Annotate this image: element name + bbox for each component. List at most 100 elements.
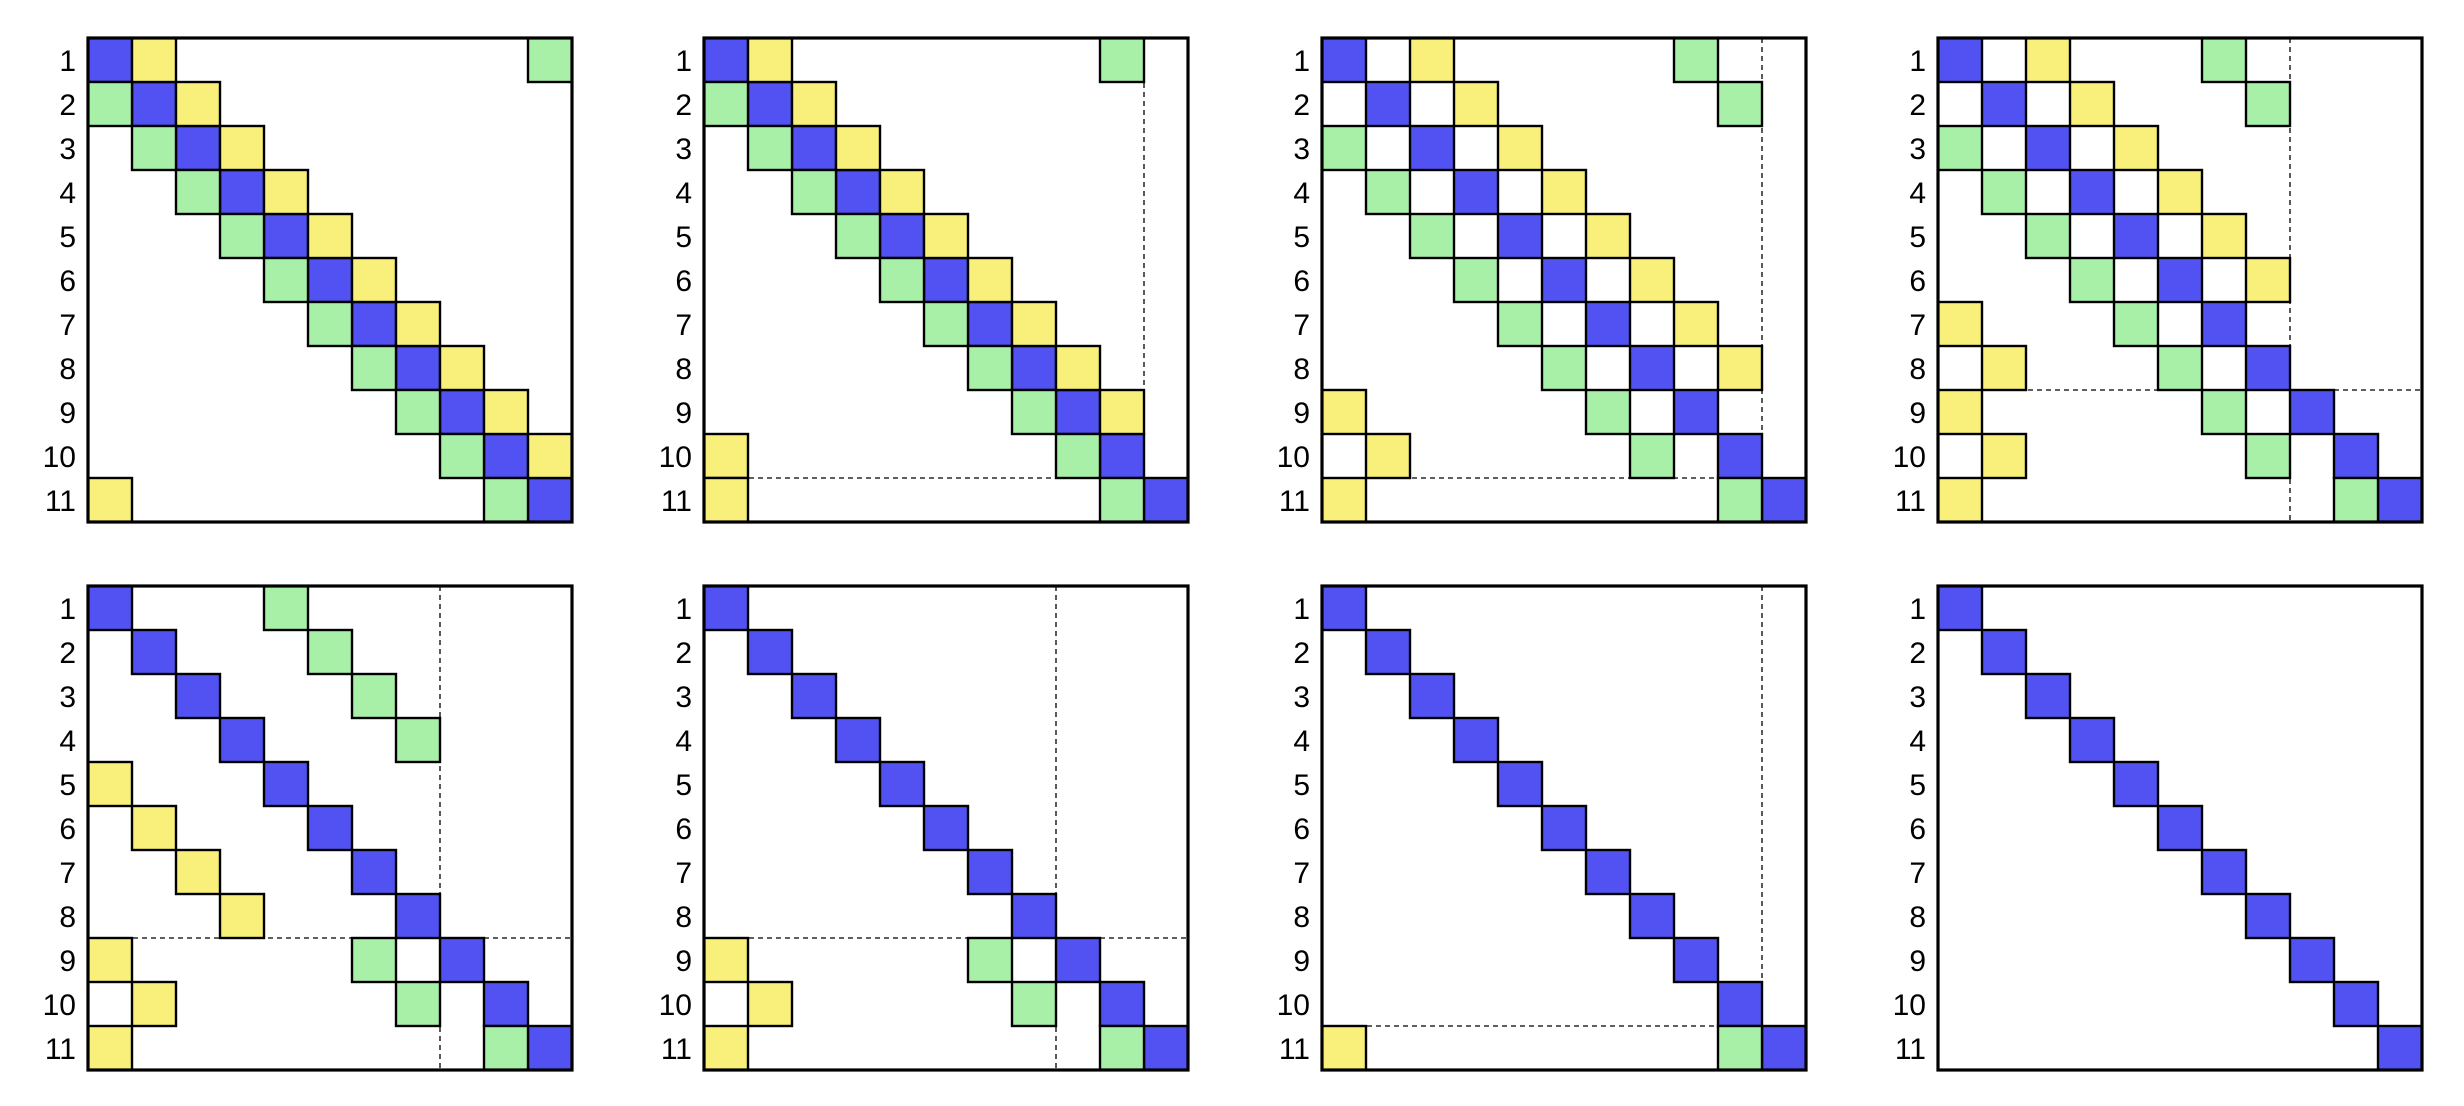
diagonal-cell bbox=[2332, 432, 2380, 480]
row-label: 10 bbox=[1893, 441, 1926, 474]
upper-cell bbox=[1540, 168, 1588, 216]
diagonal-cell bbox=[2024, 672, 2072, 720]
row-label: 10 bbox=[1277, 989, 1310, 1022]
lower-cell bbox=[2156, 344, 2204, 392]
upper-cell bbox=[1716, 344, 1764, 392]
diagonal-cell bbox=[878, 212, 926, 260]
upper-cell bbox=[1364, 432, 1412, 480]
upper-cell bbox=[1452, 80, 1500, 128]
diagonal-cell bbox=[438, 388, 486, 436]
lower-cell bbox=[1054, 432, 1102, 480]
row-label: 1 bbox=[59, 593, 76, 626]
upper-cell bbox=[790, 80, 838, 128]
diagonal-cell bbox=[2156, 804, 2204, 852]
matrix-panel-7: 1 2 3 4 5 6 7 8 9 10 11 bbox=[1277, 584, 1808, 1072]
lower-cell bbox=[966, 936, 1014, 984]
diagonal-cell bbox=[130, 80, 178, 128]
lower-cell bbox=[86, 80, 134, 128]
upper-cell bbox=[350, 256, 398, 304]
row-label: 1 bbox=[1293, 45, 1310, 78]
row-label: 9 bbox=[59, 397, 76, 430]
diagonal-cell bbox=[790, 672, 838, 720]
diagonal-cell bbox=[1760, 1024, 1808, 1072]
diagonal-cell bbox=[2288, 388, 2336, 436]
lower-cell bbox=[1540, 344, 1588, 392]
row-label: 3 bbox=[1293, 133, 1310, 166]
matrix-panel-1: 1 2 3 4 5 6 7 8 9 10 11 bbox=[43, 36, 574, 524]
lower-cell bbox=[2244, 432, 2292, 480]
upper-cell bbox=[702, 432, 750, 480]
matrix-panel-6: 1 2 3 4 5 6 7 8 9 10 11 bbox=[659, 584, 1190, 1072]
row-label: 10 bbox=[43, 989, 76, 1022]
row-label: 7 bbox=[1909, 309, 1926, 342]
lower-cell bbox=[2244, 80, 2292, 128]
row-label: 8 bbox=[1909, 901, 1926, 934]
upper-cell bbox=[174, 80, 222, 128]
row-label: 1 bbox=[1293, 593, 1310, 626]
row-label: 2 bbox=[675, 637, 692, 670]
diagonal-cell bbox=[2156, 256, 2204, 304]
upper-cell bbox=[2200, 212, 2248, 260]
diagonal-cell bbox=[394, 892, 442, 940]
diagonal-cell bbox=[306, 804, 354, 852]
row-label: 7 bbox=[59, 309, 76, 342]
lower-cell bbox=[306, 628, 354, 676]
lower-cell bbox=[1936, 124, 1984, 172]
row-label: 6 bbox=[1909, 265, 1926, 298]
row-label: 6 bbox=[675, 265, 692, 298]
diagonal-cell bbox=[1672, 388, 1720, 436]
diagonal-cell bbox=[1936, 584, 1984, 632]
diagonal-cell bbox=[966, 300, 1014, 348]
lower-cell bbox=[1098, 1024, 1146, 1072]
lower-cell bbox=[438, 432, 486, 480]
diagonal-cell bbox=[1010, 892, 1058, 940]
row-label: 7 bbox=[59, 857, 76, 890]
lower-cell bbox=[1452, 256, 1500, 304]
upper-cell bbox=[2244, 256, 2292, 304]
row-label: 3 bbox=[675, 681, 692, 714]
diagonal-cell bbox=[526, 1024, 574, 1072]
diagonal-cell bbox=[922, 804, 970, 852]
lower-cell bbox=[262, 584, 310, 632]
diagonal-cell bbox=[262, 212, 310, 260]
row-label: 3 bbox=[1293, 681, 1310, 714]
row-label: 3 bbox=[1909, 681, 1926, 714]
lower-cell bbox=[218, 212, 266, 260]
diagonal-cell bbox=[1098, 980, 1146, 1028]
upper-cell bbox=[834, 124, 882, 172]
diagonal-cell bbox=[790, 124, 838, 172]
lower-cell bbox=[482, 476, 530, 524]
matrix-frame bbox=[1936, 584, 2424, 1072]
diagonal-cell bbox=[2244, 344, 2292, 392]
diagonal-cell bbox=[2112, 760, 2160, 808]
row-label: 2 bbox=[1293, 637, 1310, 670]
upper-cell bbox=[1320, 1024, 1368, 1072]
diagonal-cell bbox=[482, 432, 530, 480]
matrix-panel-4: 1 2 3 4 5 6 7 8 9 10 11 bbox=[1893, 36, 2424, 524]
matrix-frame bbox=[86, 584, 574, 1072]
row-label: 9 bbox=[59, 945, 76, 978]
upper-cell bbox=[1010, 300, 1058, 348]
row-label: 7 bbox=[1909, 857, 1926, 890]
upper-cell bbox=[306, 212, 354, 260]
diagonal-cell bbox=[350, 848, 398, 896]
row-label: 11 bbox=[1279, 485, 1310, 518]
lower-cell bbox=[262, 256, 310, 304]
diagonal-cell bbox=[2288, 936, 2336, 984]
lower-cell bbox=[834, 212, 882, 260]
diagonal-cell bbox=[1408, 672, 1456, 720]
lower-cell bbox=[922, 300, 970, 348]
lower-cell bbox=[790, 168, 838, 216]
upper-cell bbox=[1980, 344, 2028, 392]
diagonal-cell bbox=[1054, 936, 1102, 984]
row-label: 11 bbox=[1279, 1033, 1310, 1066]
row-label: 2 bbox=[59, 89, 76, 122]
diagonal-cell bbox=[702, 36, 750, 84]
diagonal-cell bbox=[306, 256, 354, 304]
diagonal-cell bbox=[1142, 1024, 1190, 1072]
row-label: 7 bbox=[1293, 857, 1310, 890]
upper-cell bbox=[1936, 300, 1984, 348]
diagonal-cell bbox=[1628, 892, 1676, 940]
diagonal-cell bbox=[1496, 212, 1544, 260]
